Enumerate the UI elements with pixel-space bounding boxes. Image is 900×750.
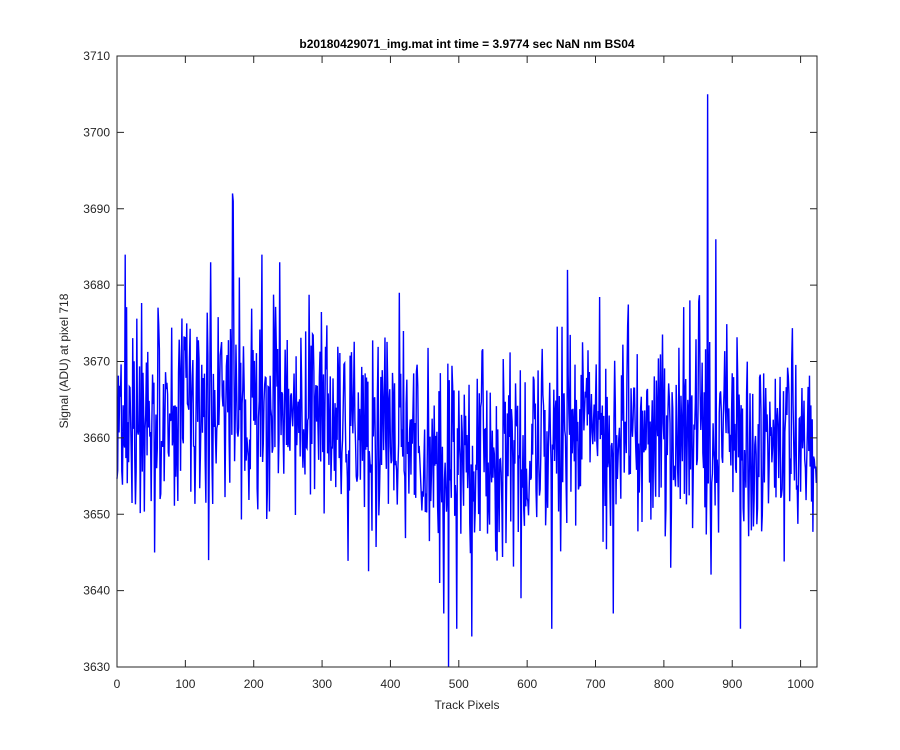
x-tick-label: 400 xyxy=(380,677,400,691)
y-tick-label: 3690 xyxy=(83,202,110,216)
x-tick-label: 600 xyxy=(517,677,537,691)
x-tick-label: 800 xyxy=(654,677,674,691)
x-tick-label: 900 xyxy=(722,677,742,691)
y-tick-label: 3680 xyxy=(83,278,110,292)
tick-layer: 0 100 200 300 400 500 600 700 800 900 1000 3630 3640… xyxy=(83,49,817,691)
y-tick-label: 3660 xyxy=(83,431,110,445)
x-tick-label: 500 xyxy=(449,677,469,691)
x-tick-label: 300 xyxy=(312,677,332,691)
y-tick-label: 3640 xyxy=(83,584,110,598)
chart-title: b20180429071_img.mat int time = 3.9774 s… xyxy=(299,37,635,51)
series-line xyxy=(116,94,818,668)
y-tick-label: 3630 xyxy=(83,660,110,674)
x-tick-label: 1000 xyxy=(787,677,814,691)
x-axis-label: Track Pixels xyxy=(435,698,500,712)
y-tick-label: 3670 xyxy=(83,355,110,369)
x-tick-label: 200 xyxy=(244,677,264,691)
x-tick-label: 700 xyxy=(586,677,606,691)
series-layer xyxy=(116,94,818,668)
y-tick-label: 3650 xyxy=(83,507,110,521)
x-tick-label: 0 xyxy=(114,677,121,691)
x-tick-label: 100 xyxy=(175,677,195,691)
y-tick-label: 3700 xyxy=(83,125,110,139)
y-axis-label: Signal (ADU) at pixel 718 xyxy=(57,293,71,428)
y-tick-label: 3710 xyxy=(83,49,110,63)
